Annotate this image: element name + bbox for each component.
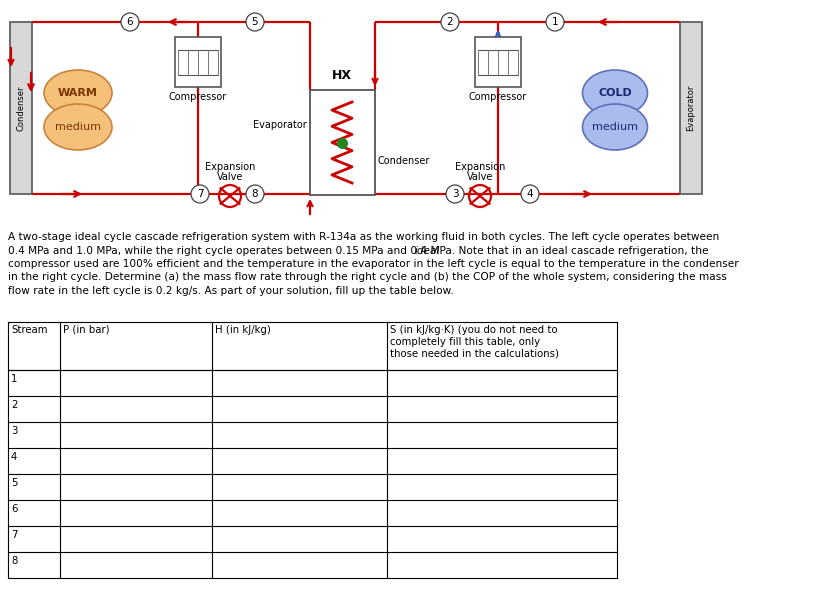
Text: Condenser: Condenser [378, 155, 430, 166]
Bar [475, 37, 520, 87]
Circle shape [121, 13, 139, 31]
Text: 2: 2 [446, 17, 452, 27]
Text: medium: medium [591, 122, 638, 132]
Circle shape [246, 13, 264, 31]
Text: 5: 5 [11, 478, 17, 488]
Text: 6: 6 [11, 504, 17, 514]
Text: COLD: COLD [597, 88, 631, 98]
Text: H (in kJ/kg): H (in kJ/kg) [215, 325, 270, 335]
Text: 7: 7 [197, 189, 203, 199]
Text: Evaporator: Evaporator [253, 119, 307, 130]
Circle shape [446, 185, 463, 203]
Circle shape [191, 185, 208, 203]
Text: medium: medium [55, 122, 101, 132]
Text: Condenser: Condenser [17, 85, 26, 131]
Text: 4: 4 [11, 452, 17, 462]
Text: S (in kJ/kg·K) (you do not need to
completely fill this table, only
those needed: S (in kJ/kg·K) (you do not need to compl… [390, 325, 558, 358]
Text: 1: 1 [11, 374, 17, 384]
Ellipse shape [582, 104, 647, 150]
Text: Expansion: Expansion [454, 162, 504, 172]
Text: Valve: Valve [466, 172, 493, 182]
Text: Evaporator: Evaporator [686, 85, 695, 131]
Text: ideal: ideal [414, 245, 439, 256]
Bar [309, 90, 375, 195]
Circle shape [520, 185, 538, 203]
Text: 6: 6 [127, 17, 133, 27]
Text: 8: 8 [11, 556, 17, 566]
Circle shape [545, 13, 563, 31]
Text: HX: HX [332, 69, 351, 82]
Text: 2: 2 [11, 400, 17, 410]
Text: 0.4 MPa and 1.0 MPa, while the right cycle operates between 0.15 MPa and 0.4 MPa: 0.4 MPa and 1.0 MPa, while the right cyc… [0, 599, 1, 600]
Text: 3: 3 [11, 426, 17, 436]
Text: Expansion: Expansion [204, 162, 255, 172]
Text: 7: 7 [11, 530, 17, 540]
Text: A two-stage ideal cycle cascade refrigeration system with R-134a as the working : A two-stage ideal cycle cascade refriger… [8, 232, 719, 242]
Text: 0.4 MPa and 1.0 MPa, while the right cycle operates between 0.15 MPa and 0.4 MPa: 0.4 MPa and 1.0 MPa, while the right cyc… [8, 245, 708, 256]
Text: flow rate in the left cycle is 0.2 kg/s. As part of your solution, fill up the t: flow rate in the left cycle is 0.2 kg/s.… [8, 286, 453, 296]
Circle shape [441, 13, 458, 31]
Bar [10, 22, 32, 194]
Text: 4: 4 [526, 189, 533, 199]
Circle shape [246, 185, 264, 203]
Text: WARM: WARM [58, 88, 98, 98]
Text: compressor used are 100% efficient and the temperature in the evaporator in the : compressor used are 100% efficient and t… [8, 259, 738, 269]
Text: 3: 3 [452, 189, 458, 199]
Bar [679, 22, 701, 194]
Text: 5: 5 [251, 17, 258, 27]
Text: in the right cycle. Determine (a) the mass flow rate through the right cycle and: in the right cycle. Determine (a) the ma… [8, 272, 726, 283]
Text: Compressor: Compressor [169, 92, 227, 102]
Ellipse shape [44, 104, 112, 150]
Text: Valve: Valve [217, 172, 243, 182]
Text: P (in bar): P (in bar) [63, 325, 109, 335]
Text: 8: 8 [251, 189, 258, 199]
Text: Compressor: Compressor [468, 92, 527, 102]
Text: Stream: Stream [11, 325, 47, 335]
Ellipse shape [582, 70, 647, 116]
Ellipse shape [44, 70, 112, 116]
Bar [174, 37, 221, 87]
Text: 1: 1 [551, 17, 557, 27]
